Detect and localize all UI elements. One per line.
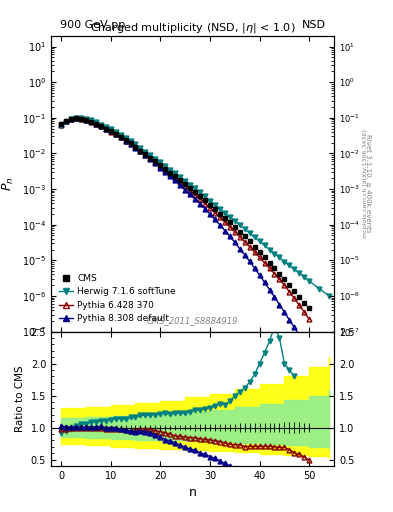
Y-axis label: $P_n$: $P_n$ — [1, 177, 17, 191]
Y-axis label: mcplots.cern.ch [arXiv:1306.3436]: mcplots.cern.ch [arXiv:1306.3436] — [363, 130, 368, 238]
Text: 900 GeV pp: 900 GeV pp — [60, 20, 125, 30]
Text: Rivet 3.1.10, ≥ 400k events: Rivet 3.1.10, ≥ 400k events — [365, 135, 371, 233]
Legend: CMS, Herwig 7.1.6 softTune, Pythia 6.428 370, Pythia 8.308 default: CMS, Herwig 7.1.6 softTune, Pythia 6.428… — [55, 270, 180, 327]
Title: Charged multiplicity (NSD, $|\eta|$ < 1.0): Charged multiplicity (NSD, $|\eta|$ < 1.… — [90, 21, 295, 35]
X-axis label: n: n — [189, 486, 196, 499]
Text: CMS_2011_S8884919: CMS_2011_S8884919 — [147, 316, 238, 326]
Text: NSD: NSD — [301, 20, 325, 30]
Y-axis label: Ratio to CMS: Ratio to CMS — [15, 366, 25, 432]
